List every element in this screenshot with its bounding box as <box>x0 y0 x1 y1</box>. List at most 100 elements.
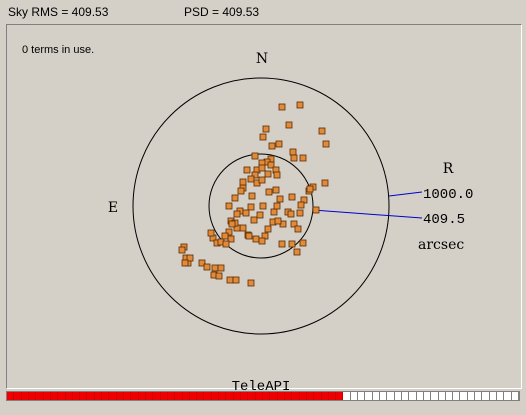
residual-point <box>265 188 273 196</box>
residual-point <box>278 103 286 111</box>
progress-segment-empty <box>431 392 439 400</box>
residual-point <box>181 259 189 267</box>
residual-point <box>225 202 233 210</box>
residual-point <box>221 232 229 240</box>
progress-segment-filled <box>22 392 29 400</box>
residual-point <box>203 263 211 271</box>
progress-segment-filled <box>131 392 139 400</box>
progress-segment-filled <box>314 392 322 400</box>
progress-segment-filled <box>80 392 87 400</box>
progress-segment-filled <box>29 392 36 400</box>
residual-point <box>278 240 286 248</box>
progress-segment-filled <box>102 392 109 400</box>
residual-point <box>285 121 293 129</box>
residual-point <box>243 166 251 174</box>
residual-point <box>306 185 314 193</box>
residual-plot-frame <box>6 24 522 389</box>
residual-point <box>321 179 329 187</box>
progress-segment-empty <box>380 392 387 400</box>
progress-segment-empty <box>351 392 358 400</box>
east-label: E <box>108 200 118 216</box>
progress-segment-empty <box>490 392 497 400</box>
progress-segment-empty <box>373 392 380 400</box>
psd-readout: PSD = 409.53 <box>184 5 260 19</box>
residual-point <box>312 206 320 214</box>
inner-radius-value: 409.5 <box>423 212 465 228</box>
residual-point <box>259 133 267 141</box>
residual-point <box>247 279 255 287</box>
residual-point <box>322 140 330 148</box>
residual-point <box>211 264 219 272</box>
progress-segment-filled <box>204 392 212 400</box>
inner-leader-line <box>312 209 423 219</box>
progress-segment-empty <box>512 392 519 400</box>
residual-point <box>215 272 223 280</box>
progress-segment-filled <box>161 392 168 400</box>
outer-scale-circle <box>132 77 390 335</box>
residual-point <box>258 237 266 245</box>
residual-point <box>267 161 275 169</box>
residual-point <box>178 246 186 254</box>
progress-segment-filled <box>153 392 161 400</box>
progress-segment-empty <box>453 392 460 400</box>
residual-point <box>237 187 245 195</box>
residual-point <box>290 220 298 228</box>
residual-point <box>239 224 247 232</box>
progress-segment-filled <box>292 392 300 400</box>
progress-segment-empty <box>417 392 424 400</box>
residual-point <box>262 125 270 133</box>
progress-segment-empty <box>358 392 365 400</box>
progress-segment-filled <box>175 392 183 400</box>
residual-point <box>248 192 256 200</box>
progress-segment-filled <box>190 392 197 400</box>
progress-segment-empty <box>387 392 395 400</box>
progress-segment-filled <box>14 392 22 400</box>
residual-point <box>247 203 255 211</box>
stats-bar: Sky RMS = 409.53 PSD = 409.53 <box>0 0 526 22</box>
progress-segment-empty <box>460 392 468 400</box>
residual-point <box>272 186 280 194</box>
progress-segment-filled <box>36 392 44 400</box>
residual-point <box>252 235 260 243</box>
residual-point <box>268 142 276 150</box>
progress-segment-empty <box>424 392 431 400</box>
residual-point <box>251 171 259 179</box>
residual-point <box>273 171 281 179</box>
residual-point <box>251 152 259 160</box>
residual-point <box>231 194 239 202</box>
progress-segment-empty <box>475 392 482 400</box>
residual-point <box>225 228 233 236</box>
residual-point <box>288 240 296 248</box>
residual-point <box>299 154 307 162</box>
progress-segment-empty <box>343 392 351 400</box>
progress-segment-filled <box>183 392 190 400</box>
progress-segment-empty <box>497 392 504 400</box>
sky-rms-readout: Sky RMS = 409.53 <box>8 5 109 19</box>
residual-point <box>258 176 266 184</box>
progress-segment-filled <box>197 392 204 400</box>
progress-segment-filled <box>234 392 241 400</box>
progress-segment-empty <box>482 392 490 400</box>
residual-point <box>258 164 266 172</box>
progress-segment-empty <box>439 392 446 400</box>
progress-segment-filled <box>300 392 307 400</box>
progress-segment-filled <box>146 392 153 400</box>
residual-point <box>239 178 247 186</box>
progress-segment-filled <box>219 392 226 400</box>
progress-segment-filled <box>87 392 95 400</box>
residual-point <box>287 210 295 218</box>
residual-point <box>293 248 301 256</box>
progress-segment-filled <box>248 392 256 400</box>
residual-point <box>207 229 215 237</box>
residual-point <box>289 148 297 156</box>
residual-point <box>273 202 281 210</box>
residual-point <box>250 216 258 224</box>
residual-point <box>296 101 304 109</box>
residual-plot: N E R 1000.0 409.5 arcsec TeleAPI <box>108 51 474 390</box>
progress-segment-empty <box>468 392 475 400</box>
residual-point <box>233 210 241 218</box>
residual-point <box>276 195 284 203</box>
residual-point <box>264 170 272 178</box>
residual-point <box>264 225 272 233</box>
